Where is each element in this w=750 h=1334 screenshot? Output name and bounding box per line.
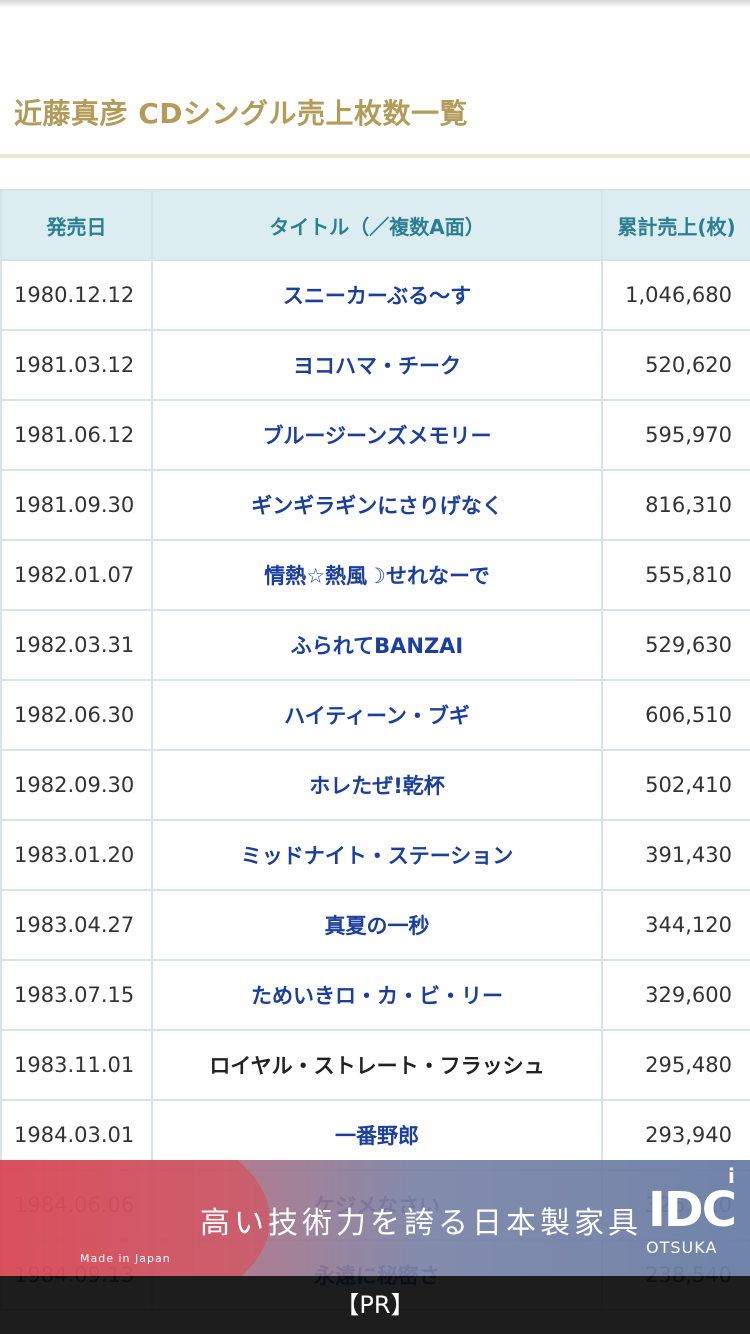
song-title[interactable]: ギンギラギンにさりげなく <box>151 469 603 541</box>
column-header: 発売日 <box>0 189 153 261</box>
sales-count: 816,310 <box>601 469 750 541</box>
song-title[interactable]: スニーカーぶる〜す <box>151 259 603 331</box>
sales-count: 555,810 <box>601 539 750 611</box>
song-title[interactable]: ふられてBANZAI <box>151 609 603 681</box>
page-title: 近藤真彦 CDシングル売上枚数一覧 <box>14 97 469 130</box>
release-date: 1984.03.01 <box>0 1099 153 1171</box>
sales-count: 344,120 <box>601 889 750 961</box>
song-title[interactable]: ホレたぜ!乾杯 <box>151 749 603 821</box>
table-row: 1983.04.27 真夏の一秒 344,120 <box>0 889 750 961</box>
ad-brand: OTSUKA <box>646 1238 718 1257</box>
ad-info[interactable]: i <box>728 1164 735 1188</box>
song-title[interactable]: ミッドナイト・ステーション <box>151 819 603 891</box>
table-row: 1982.06.30 ハイティーン・ブギ 606,510 <box>0 679 750 751</box>
sales-count: 293,940 <box>601 1099 750 1171</box>
release-date: 1983.01.20 <box>0 819 153 891</box>
song-title[interactable]: 真夏の一秒 <box>151 889 603 961</box>
ad-made: Made in Japan <box>80 1252 171 1265</box>
release-date: 1982.06.30 <box>0 679 153 751</box>
release-date: 1981.09.30 <box>0 469 153 541</box>
release-date: 1981.03.12 <box>0 329 153 401</box>
sales-count: 1,046,680 <box>601 259 750 331</box>
column-header: 累計売上(枚) <box>601 189 750 261</box>
song-title[interactable]: 情熱☆熱風☽せれなーで <box>151 539 603 611</box>
release-date: 1981.06.12 <box>0 399 153 471</box>
sales-count: 595,970 <box>601 399 750 471</box>
pr-label: 【PR】 <box>0 1276 750 1334</box>
release-date: 1983.11.01 <box>0 1029 153 1101</box>
release-date: 1983.07.15 <box>0 959 153 1031</box>
sales-count: 502,410 <box>601 749 750 821</box>
sales-count: 391,430 <box>601 819 750 891</box>
song-title[interactable]: 一番野郎 <box>151 1099 603 1171</box>
sales-count: 295,480 <box>601 1029 750 1101</box>
sales-table: 発売日 タイトル（／複数A面） 累計売上(枚) 1980.12.12 スニーカーぶる〜… <box>0 189 750 1311</box>
table-row: 1982.01.07 情熱☆熱風☽せれなーで 555,810 <box>0 539 750 611</box>
table-row: 1982.09.30 ホレたぜ!乾杯 502,410 <box>0 749 750 821</box>
table-row: 1983.11.01 ロイヤル・ストレート・フラッシュ 295,480 <box>0 1029 750 1101</box>
ad-text: 高い技術力を誇る日本製家具 <box>200 1206 642 1241</box>
table-row: 1984.03.01 一番野郎 293,940 <box>0 1099 750 1171</box>
sales-count: 329,600 <box>601 959 750 1031</box>
header-row: 発売日 タイトル（／複数A面） 累計売上(枚) <box>0 189 750 261</box>
song-title[interactable]: ためいきロ・カ・ビ・リー <box>151 959 603 1031</box>
table-row: 1981.06.12 ブルージーンズメモリー 595,970 <box>0 399 750 471</box>
table-row: 1981.09.30 ギンギラギンにさりげなく 816,310 <box>0 469 750 541</box>
table-row: 1980.12.12 スニーカーぶる〜す 1,046,680 <box>0 259 750 331</box>
release-date: 1982.09.30 <box>0 749 153 821</box>
table-row: 1983.07.15 ためいきロ・カ・ビ・リー 329,600 <box>0 959 750 1031</box>
release-date: 1983.04.27 <box>0 889 153 961</box>
table-row: 1981.03.12 ヨコハマ・チーク 520,620 <box>0 329 750 401</box>
title-rule <box>0 154 750 158</box>
song-title[interactable]: ハイティーン・ブギ <box>151 679 603 751</box>
ad-banner[interactable]: 高い技術力を誇る日本製家具 Made in Japan IDC OTSUKA i <box>0 1160 750 1276</box>
sales-count: 529,630 <box>601 609 750 681</box>
column-header: タイトル（／複数A面） <box>151 189 603 261</box>
table-body: 1980.12.12 スニーカーぶる〜す 1,046,680 1981.03.12 ヨコ… <box>0 259 750 1311</box>
song-title[interactable]: ブルージーンズメモリー <box>151 399 603 471</box>
song-title[interactable]: ヨコハマ・チーク <box>151 329 603 401</box>
song-title: ロイヤル・ストレート・フラッシュ <box>151 1029 603 1101</box>
sales-count: 606,510 <box>601 679 750 751</box>
table-row: 1983.01.20 ミッドナイト・ステーション 391,430 <box>0 819 750 891</box>
release-date: 1982.03.31 <box>0 609 153 681</box>
table-row: 1982.03.31 ふられてBANZAI 529,630 <box>0 609 750 681</box>
status-shadow <box>0 0 750 8</box>
ad-logo: IDC <box>648 1182 737 1238</box>
ad-decoration <box>0 1160 270 1276</box>
sales-count: 520,620 <box>601 329 750 401</box>
release-date: 1982.01.07 <box>0 539 153 611</box>
release-date: 1980.12.12 <box>0 259 153 331</box>
